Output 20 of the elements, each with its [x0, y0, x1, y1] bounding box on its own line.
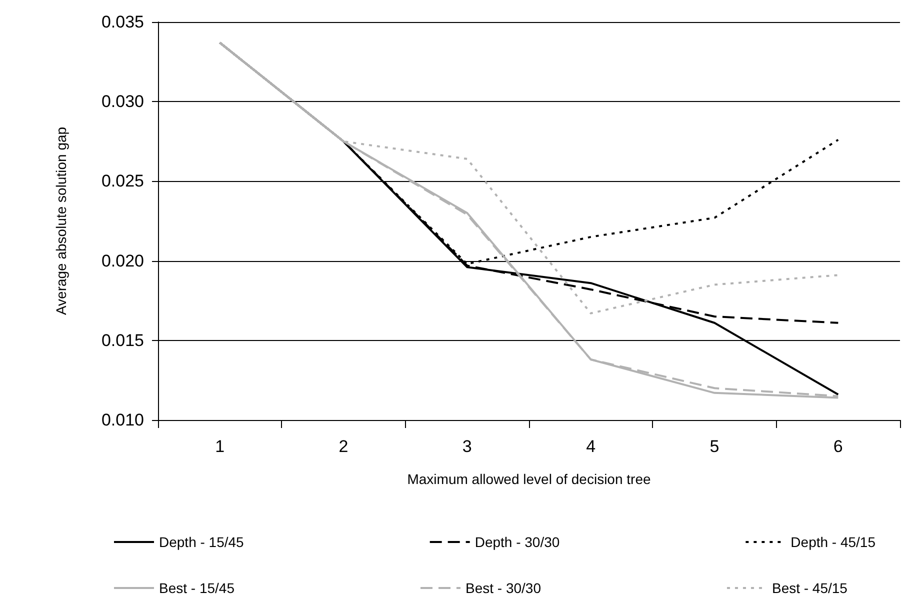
- x-tick-label: 6: [833, 437, 843, 456]
- y-tick-label: 0.035: [101, 12, 144, 32]
- x-tick-label: 2: [338, 437, 348, 456]
- y-tick-label: 0.025: [101, 172, 144, 191]
- x-tick-label: 1: [215, 437, 225, 456]
- x-tick-label: 3: [462, 437, 472, 456]
- y-tick-label: 0.015: [101, 330, 144, 350]
- x-axis-title: Maximum allowed level of decision tree: [407, 471, 651, 487]
- legend-label: Best - 45/15: [772, 580, 848, 596]
- y-axis-title: Average absolute solution gap: [53, 126, 69, 316]
- x-tick-label: 4: [586, 437, 596, 456]
- legend-label: Depth - 30/30: [474, 534, 560, 550]
- legend-label: Depth - 45/15: [790, 534, 876, 550]
- y-tick-label: 0.010: [101, 410, 144, 430]
- y-tick-label: 0.030: [101, 92, 144, 112]
- y-tick-label: 0.020: [101, 251, 144, 270]
- legend-label: Depth - 15/45: [159, 534, 244, 550]
- legend-label: Best - 15/45: [159, 580, 235, 596]
- x-tick-label: 5: [710, 437, 720, 456]
- legend-label: Best - 30/30: [465, 580, 542, 596]
